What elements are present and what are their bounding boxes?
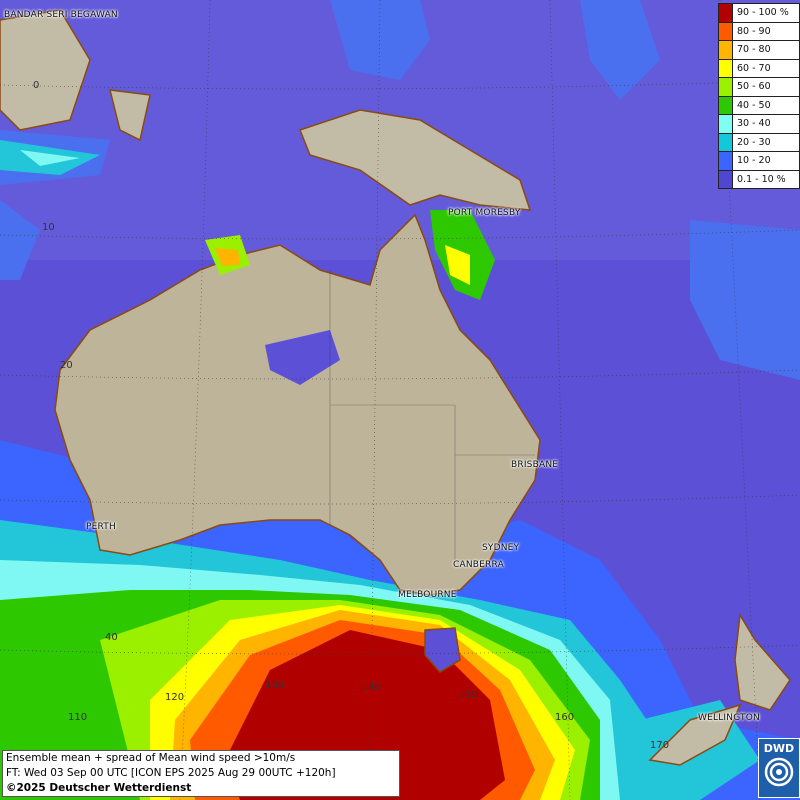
city-label-bandar-seri-begawan: BANDAR SERI BEGAWAN [4,10,118,20]
legend-swatch [719,4,733,22]
legend-swatch [719,59,733,77]
new-zealand-north [734,612,791,711]
legend-row: 0.1 - 10 % [719,169,799,188]
coord-label-lon-130: 130 [265,680,285,691]
dwd-logo-text: DWD [763,742,795,755]
legend-swatch [719,41,733,59]
city-label-perth: PERTH [86,522,116,532]
coord-label-lon-110: 110 [68,712,88,723]
legend-label: 10 - 20 [737,155,771,167]
legend-label: 80 - 90 [737,25,771,37]
tasmania [424,627,461,673]
legend-label: 70 - 80 [737,44,771,56]
city-label-melbourne: MELBOURNE [398,590,457,600]
legend-row: 80 - 90 [719,21,799,40]
legend-row: 30 - 40 [719,114,799,133]
legend-label: 50 - 60 [737,81,771,93]
legend-label: 20 - 30 [737,136,771,148]
legend-label: 90 - 100 % [737,7,789,19]
coord-label-lon-140: 140 [362,682,382,693]
legend-swatch [719,170,733,188]
legend-row: 40 - 50 [719,95,799,114]
coord-label-lon-120: 120 [165,692,185,703]
dwd-logo: DWD [758,738,800,798]
legend-swatch [719,96,733,114]
legend-label: 30 - 40 [737,118,771,130]
product-title: Ensemble mean + spread of Mean wind spee… [6,752,296,764]
legend-swatch [719,78,733,96]
city-label-sydney: SYDNEY [482,543,520,553]
legend-row: 90 - 100 % [719,4,799,22]
coord-label-lat-10: 10 [42,222,55,233]
borneo [0,9,91,131]
legend-row: 20 - 30 [719,132,799,151]
coord-label-lon-160: 160 [555,712,575,723]
dwd-swirl-icon [764,757,794,787]
coord-label-lat-40: 40 [105,632,118,643]
legend-label: 0.1 - 10 % [737,173,786,185]
info-box: Ensemble mean + spread of Mean wind spee… [2,750,400,797]
new-zealand-south [648,703,742,766]
legend-swatch [719,22,733,40]
legend-swatch [719,152,733,170]
forecast-time: FT: Wed 03 Sep 00 UTC [ICON EPS 2025 Aug… [6,767,336,779]
legend-label: 60 - 70 [737,62,771,74]
coord-label-lat-20: 20 [60,360,73,371]
australia-landmass [54,213,541,596]
legend-row: 10 - 20 [719,151,799,170]
coord-label-lat-0: 0 [33,80,40,91]
legend-swatch [719,115,733,133]
legend-swatch [719,133,733,151]
city-label-wellington: WELLINGTON [698,713,760,723]
legend-label: 40 - 50 [737,99,771,111]
coord-label-lon-150: 150 [458,690,478,701]
legend-row: 50 - 60 [719,77,799,96]
city-label-port-moresby: PORT MORESBY [448,208,521,218]
coord-label-lon-170: 170 [650,740,670,751]
legend-row: 70 - 80 [719,40,799,59]
city-label-brisbane: BRISBANE [511,460,559,470]
copyright-text: ©2025 Deutscher Wetterdienst [6,782,192,794]
probability-legend: 90 - 100 % 80 - 90 70 - 80 60 - 70 50 - 60 40… [718,3,800,189]
city-label-canberra: CANBERRA [453,560,504,570]
new-guinea [299,109,532,211]
legend-row: 60 - 70 [719,58,799,77]
